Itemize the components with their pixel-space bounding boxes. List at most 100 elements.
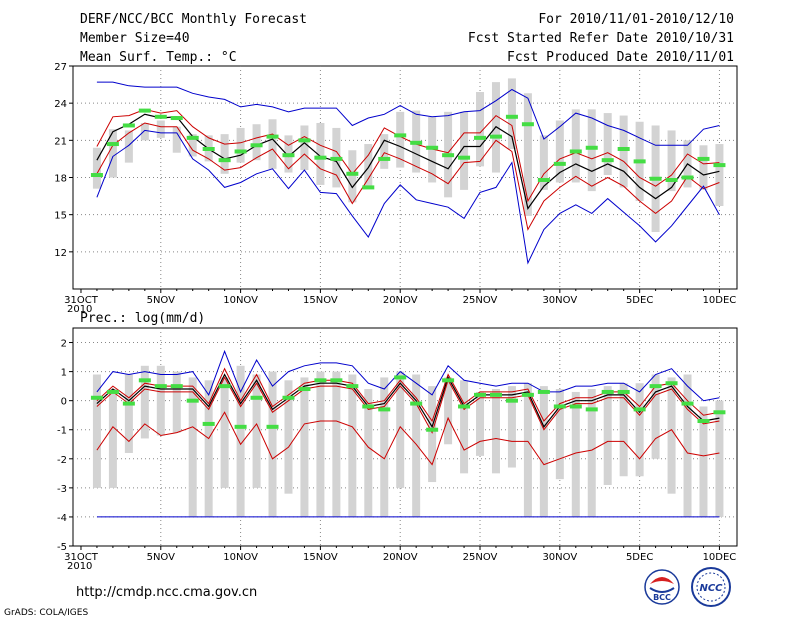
x-tick-label: 10DEC <box>703 295 737 306</box>
observed-marker <box>474 392 487 397</box>
ensemble-range-bar <box>699 406 708 517</box>
observed-marker <box>362 185 375 190</box>
observed-marker <box>394 133 407 138</box>
y-tick-label: -4 <box>57 513 67 524</box>
ensemble-range-bar <box>364 389 373 517</box>
observed-marker <box>617 389 630 394</box>
ensemble-range-bar <box>587 389 596 517</box>
ensemble-range-bar <box>124 374 133 453</box>
ensemble-range-bar <box>108 129 117 178</box>
ensemble-range-bar <box>539 135 548 190</box>
ensemble-range-bar <box>92 147 101 189</box>
ensemble-range-bar <box>428 386 437 483</box>
ensemble-range-bar <box>108 389 117 488</box>
ensemble-range-bar <box>507 386 516 468</box>
observed-marker <box>585 145 598 150</box>
x-tick-label: 25NOV <box>463 552 498 563</box>
series-line-mean <box>96 113 720 210</box>
y-tick-label: 1 <box>61 368 67 379</box>
observed-marker <box>266 134 279 139</box>
ensemble-range-bar <box>204 380 213 517</box>
observed-marker <box>170 384 183 389</box>
ensemble-range-bar <box>460 380 469 474</box>
observed-marker <box>553 404 566 409</box>
observed-marker <box>202 421 215 426</box>
observed-marker <box>649 176 662 181</box>
observed-marker <box>617 147 630 152</box>
x-tick-label: 10NOV <box>223 552 258 563</box>
observed-marker <box>218 158 231 163</box>
ensemble-range-bar <box>188 134 197 157</box>
series-line-mean <box>96 373 720 429</box>
ensemble-range-bar <box>667 130 676 192</box>
ensemble-range-bar <box>523 93 532 216</box>
ensemble-range-bar <box>252 374 261 488</box>
observed-marker <box>585 407 598 412</box>
x-tick-label: 30NOV <box>542 295 577 306</box>
observed-marker <box>298 138 311 143</box>
ensemble-range-bar <box>555 389 564 480</box>
observed-marker <box>298 387 311 392</box>
observed-marker <box>633 407 646 412</box>
observed-marker <box>601 158 614 163</box>
ensemble-range-bar <box>348 374 357 517</box>
footer-url: http://cmdp.ncc.cma.gov.cn <box>76 585 257 600</box>
observed-marker <box>250 395 263 400</box>
observed-marker <box>697 156 710 161</box>
observed-marker <box>569 404 582 409</box>
ensemble-range-bar <box>220 377 229 488</box>
observed-marker <box>282 153 295 158</box>
observed-marker <box>633 159 646 164</box>
ensemble-range-bar <box>460 111 469 190</box>
ensemble-range-bar <box>268 371 277 517</box>
ensemble-range-bar <box>348 150 357 203</box>
observed-marker <box>665 381 678 386</box>
ensemble-range-bar <box>683 374 692 517</box>
member-size-label: Member Size=40 <box>80 31 190 46</box>
observed-marker <box>378 407 391 412</box>
x-tick-year: 2010 <box>67 304 92 315</box>
observed-marker <box>681 175 694 180</box>
chart-title: DERF/NCC/BCC Monthly Forecast <box>80 12 307 27</box>
observed-marker <box>537 389 550 394</box>
x-tick-label: 5NOV <box>147 295 176 306</box>
ensemble-range-bar <box>539 386 548 517</box>
observed-marker <box>314 155 327 160</box>
ensemble-range-bar <box>364 144 373 188</box>
observed-marker <box>537 177 550 182</box>
observed-marker <box>458 404 471 409</box>
observed-marker <box>314 378 327 383</box>
x-tick-label: 15NOV <box>303 295 338 306</box>
ensemble-range-bar <box>172 371 181 433</box>
series-line-min <box>96 411 720 466</box>
observed-marker <box>697 419 710 424</box>
x-tick-label: 15NOV <box>303 552 338 563</box>
ensemble-range-bar <box>156 365 165 436</box>
observed-marker <box>106 389 119 394</box>
observed-marker <box>346 171 359 176</box>
ensemble-range-bar <box>491 389 500 474</box>
ensemble-range-bar <box>220 134 229 174</box>
ensemble-range-bar <box>651 374 660 459</box>
ensemble-range-bar <box>635 383 644 477</box>
observed-marker <box>90 395 103 400</box>
observed-marker <box>378 156 391 161</box>
observed-marker <box>410 401 423 406</box>
ensemble-range-bar <box>571 109 580 183</box>
observed-marker <box>394 375 407 380</box>
started-refer-date-label: Fcst Started Refer Date 2010/10/31 <box>468 31 734 46</box>
y-tick-label: 18 <box>54 174 67 185</box>
ensemble-range-bar <box>172 126 181 153</box>
x-tick-label: 31OCT <box>64 552 99 563</box>
series-line-min <box>96 129 720 265</box>
observed-marker <box>186 135 199 140</box>
observed-marker <box>474 135 487 140</box>
y-tick-label: -1 <box>57 426 67 437</box>
x-tick-label: 10NOV <box>223 295 258 306</box>
produced-date-label: Fcst Produced Date 2010/11/01 <box>507 50 734 65</box>
observed-marker <box>442 153 455 158</box>
ensemble-range-bar <box>603 386 612 485</box>
observed-marker <box>346 384 359 389</box>
series-line-upper <box>96 367 720 423</box>
y-tick-label: 15 <box>54 211 67 222</box>
